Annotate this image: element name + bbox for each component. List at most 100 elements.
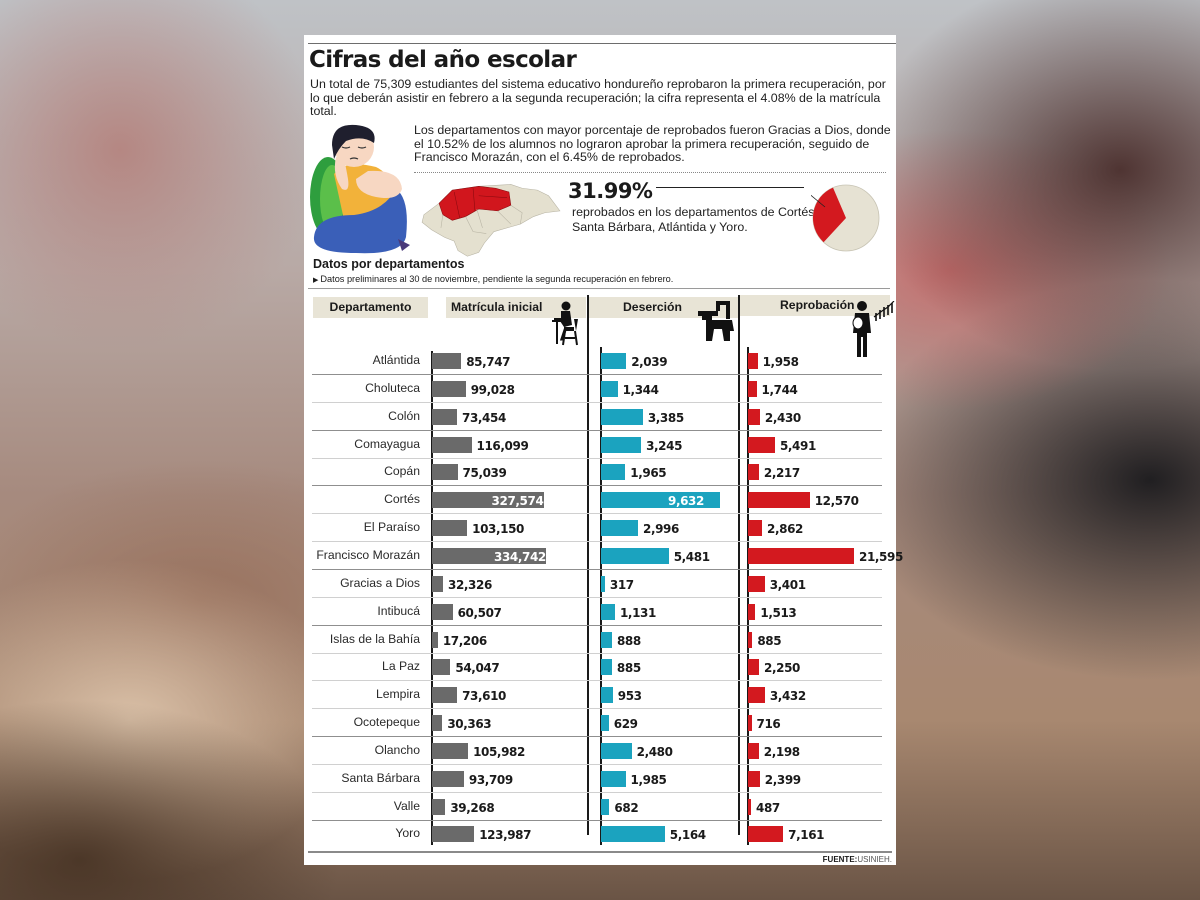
department-name: La Paz <box>382 659 420 674</box>
value-label-desercion: 5,481 <box>673 549 710 564</box>
row-separator <box>312 485 882 487</box>
failing-student-icon <box>852 301 895 357</box>
row-separator <box>312 457 882 459</box>
table-row: Islas de la Bahía 17,206 888 885 <box>312 626 882 654</box>
bar-reprobacion <box>748 687 765 704</box>
row-separator <box>312 819 882 821</box>
value-label-desercion: 682 <box>614 800 639 815</box>
bar-desercion <box>601 826 665 843</box>
row-separator <box>312 596 882 598</box>
table-row: Intibucá 60,507 1,131 1,513 <box>312 598 882 626</box>
value-label-desercion: 1,344 <box>622 382 659 397</box>
value-label-reprobacion: 3,401 <box>769 577 806 592</box>
department-name: Cortés <box>384 492 420 507</box>
bar-desercion <box>601 659 612 676</box>
value-label-desercion: 2,996 <box>643 522 679 537</box>
bar-matricula <box>432 826 475 843</box>
bar-desercion <box>601 715 609 732</box>
bar-reprobacion <box>748 798 751 815</box>
department-name: Olancho <box>374 742 420 757</box>
value-label-desercion: 3,245 <box>646 438 683 453</box>
row-separator <box>312 374 882 375</box>
bar-reprobacion <box>748 380 757 397</box>
value-label-reprobacion: 12,570 <box>814 494 859 509</box>
bar-matricula <box>432 436 472 453</box>
value-label-desercion: 317 <box>609 577 634 592</box>
value-label-matricula: 17,206 <box>442 633 487 648</box>
bar-reprobacion <box>748 492 810 509</box>
bar-reprobacion <box>748 575 765 592</box>
section-title: Datos por departamentos <box>313 257 465 271</box>
table-row: Choluteca 99,028 1,344 1,744 <box>312 375 882 403</box>
bar-reprobacion <box>748 770 760 787</box>
row-separator <box>312 736 882 738</box>
value-label-matricula: 93,709 <box>468 772 513 787</box>
bar-reprobacion <box>748 631 753 648</box>
table-row: Comayagua 116,099 3,245 5,491 <box>312 431 882 459</box>
highlight-percent: 31.99% <box>568 179 653 203</box>
bar-reprobacion <box>748 436 775 453</box>
value-label-matricula: 75,039 <box>462 466 507 481</box>
value-label-reprobacion: 487 <box>756 800 780 815</box>
value-label-matricula: 103,150 <box>472 522 524 537</box>
axis-matricula <box>431 351 433 845</box>
school-desk-dropout-icon <box>698 301 734 341</box>
value-label-desercion: 9,632 <box>668 494 704 509</box>
department-name: Atlántida <box>372 353 420 367</box>
divider-desercion-reprobacion <box>738 295 740 835</box>
student-desk-icon <box>552 301 578 346</box>
row-separator <box>312 513 882 515</box>
bar-reprobacion <box>748 353 758 369</box>
pie-chart <box>811 184 880 252</box>
value-label-reprobacion: 2,217 <box>763 466 800 481</box>
triangle-bullet-icon: ▶ <box>313 277 319 284</box>
value-label-reprobacion: 7,161 <box>788 828 825 843</box>
department-name: Lempira <box>375 687 420 702</box>
section-note: ▶ Datos preliminares al 30 de noviembre, … <box>313 274 673 284</box>
bar-matricula <box>432 408 457 425</box>
bar-desercion <box>601 575 605 592</box>
value-label-reprobacion: 3,432 <box>769 689 806 704</box>
row-separator <box>312 763 882 765</box>
bar-matricula <box>432 770 464 787</box>
bar-reprobacion <box>748 547 854 564</box>
value-label-matricula: 85,747 <box>466 355 511 369</box>
value-label-desercion: 5,164 <box>669 828 706 843</box>
value-label-matricula: 39,268 <box>450 800 495 815</box>
bar-matricula <box>432 464 458 481</box>
department-name: Comayagua <box>354 436 420 451</box>
value-label-reprobacion: 2,198 <box>763 744 800 759</box>
value-label-desercion: 1,985 <box>630 772 667 787</box>
dotted-divider <box>414 172 886 173</box>
bar-desercion <box>601 408 643 425</box>
department-name: Yoro <box>395 826 420 841</box>
table-row: Santa Bárbara 93,709 1,985 2,399 <box>312 765 882 793</box>
bar-matricula <box>432 520 468 537</box>
table-row: El Paraíso 103,150 2,996 2,862 <box>312 514 882 543</box>
bar-reprobacion <box>748 408 760 425</box>
table-row: Ocotepeque 30,363 629 716 <box>312 709 882 738</box>
bar-desercion <box>601 547 669 564</box>
highlight-paragraph: Los departamentos con mayor porcentaje d… <box>414 123 891 164</box>
section-note-text: Datos preliminares al 30 de noviembre, p… <box>320 274 674 284</box>
value-label-desercion: 1,965 <box>630 466 667 481</box>
bar-matricula <box>432 603 453 620</box>
value-label-matricula: 60,507 <box>457 605 502 620</box>
value-label-reprobacion: 5,491 <box>779 438 816 453</box>
bar-matricula <box>432 575 443 592</box>
divider-matricula-desercion <box>587 295 589 835</box>
bar-reprobacion <box>748 603 756 620</box>
row-separator <box>312 401 882 403</box>
department-name: Gracias a Dios <box>340 575 420 590</box>
bar-matricula <box>432 547 546 564</box>
bar-matricula <box>432 631 438 648</box>
value-label-desercion: 2,039 <box>631 355 668 369</box>
value-label-matricula: 99,028 <box>470 382 515 397</box>
page-title: Cifras del año escolar <box>309 47 577 73</box>
department-name: Colón <box>388 408 420 423</box>
infographic-card: Cifras del año escolar Un total de 75,30… <box>304 35 903 865</box>
department-name: El Paraíso <box>363 520 420 535</box>
department-name: Intibucá <box>377 603 420 618</box>
bar-desercion <box>601 631 612 648</box>
value-label-reprobacion: 2,862 <box>767 522 804 537</box>
